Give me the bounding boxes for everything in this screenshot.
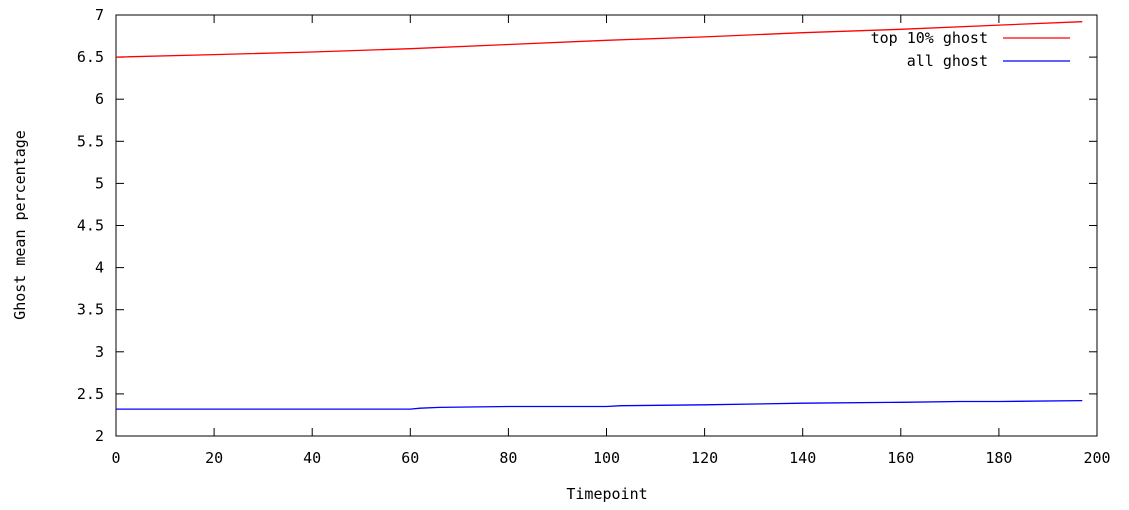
y-tick-label: 4	[95, 259, 104, 277]
x-tick-label: 160	[887, 449, 914, 467]
y-tick-label: 5.5	[77, 132, 104, 150]
x-tick-label: 180	[985, 449, 1012, 467]
x-tick-label: 80	[499, 449, 517, 467]
x-tick-label: 60	[401, 449, 419, 467]
plot-frame	[115, 14, 1098, 437]
x-tick-label: 20	[205, 449, 223, 467]
series-line-2	[116, 399, 1083, 410]
axes: 0 20 40 60 80 100 120 140 160 180 200 2 2.5 3 3.5 4 4.5 5…	[77, 6, 1111, 467]
y-tick-label: 6.5	[77, 48, 104, 66]
x-tick-label: 140	[789, 449, 816, 467]
y-tick-label: 2	[95, 427, 104, 445]
y-tick-label: 2.5	[77, 385, 104, 403]
x-tick-label: 120	[691, 449, 718, 467]
legend: top 10% ghost all ghost	[871, 29, 1070, 70]
series-line-1	[115, 21, 1083, 58]
y-tick-label: 3	[95, 343, 104, 361]
x-tick-label: 200	[1083, 449, 1110, 467]
series-layer	[115, 21, 1083, 410]
x-axis-label: Timepoint	[566, 485, 647, 503]
x-tick-label: 40	[303, 449, 321, 467]
y-tick-label: 5	[95, 174, 104, 192]
legend-label: top 10% ghost	[871, 29, 988, 47]
y-tick-label: 7	[95, 6, 104, 24]
x-tick-label: 0	[111, 449, 120, 467]
y-axis-label: Ghost mean percentage	[11, 130, 29, 320]
y-tick-label: 3.5	[77, 301, 104, 319]
y-tick-label: 6	[95, 90, 104, 108]
x-tick-label: 100	[593, 449, 620, 467]
legend-label: all ghost	[907, 52, 988, 70]
y-tick-label: 4.5	[77, 217, 104, 235]
